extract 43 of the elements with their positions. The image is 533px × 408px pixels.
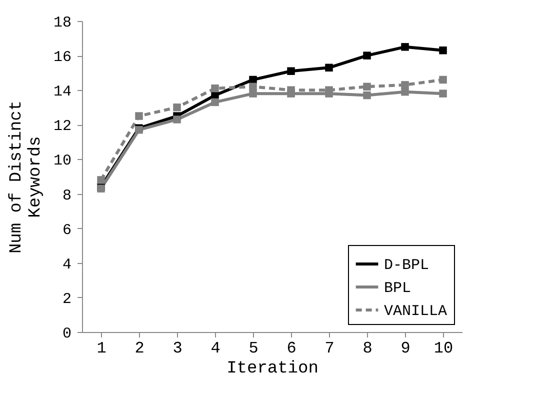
y-tick-label: 4 bbox=[62, 256, 72, 274]
x-tick-label: 8 bbox=[362, 340, 372, 358]
point bbox=[401, 81, 409, 89]
y-tick-label: 0 bbox=[62, 326, 72, 342]
x-tick-label: 1 bbox=[96, 340, 106, 358]
x-tick-label: 5 bbox=[248, 340, 258, 358]
y-tick-label: 8 bbox=[62, 187, 72, 204]
point bbox=[173, 104, 181, 112]
point bbox=[173, 116, 181, 124]
legend-label: BPL bbox=[384, 280, 412, 297]
y-tick-label: 2 bbox=[62, 290, 72, 308]
point bbox=[401, 43, 409, 51]
point bbox=[363, 52, 371, 60]
point bbox=[325, 64, 333, 72]
x-tick-label: 9 bbox=[400, 340, 410, 358]
x-tick-label: 2 bbox=[134, 340, 144, 358]
x-tick-label: 4 bbox=[210, 340, 220, 358]
legend-label: D-BPL bbox=[384, 257, 430, 274]
point bbox=[211, 98, 219, 106]
point bbox=[439, 46, 447, 54]
y-tick-label: 16 bbox=[53, 49, 72, 66]
y-tick-label: 10 bbox=[53, 152, 72, 170]
x-tick-label: 10 bbox=[434, 340, 454, 358]
point bbox=[249, 76, 257, 84]
x-axis-title: Iteration bbox=[226, 360, 318, 378]
legend-label: VANILLA bbox=[384, 303, 448, 320]
point bbox=[439, 90, 447, 98]
x-tick-label: 3 bbox=[172, 340, 182, 358]
point bbox=[211, 84, 219, 92]
y-tick-label: 6 bbox=[62, 222, 72, 239]
point bbox=[363, 82, 371, 91]
y-tick-label: 12 bbox=[53, 118, 72, 136]
point bbox=[363, 91, 371, 100]
x-tick-label: 7 bbox=[324, 340, 334, 358]
point bbox=[439, 76, 447, 84]
point bbox=[287, 67, 295, 75]
point bbox=[135, 112, 143, 120]
x-tick-label: 6 bbox=[286, 340, 296, 358]
y-axis-title: Num of Distinct Keywords bbox=[7, 100, 46, 254]
y-tick-label: 14 bbox=[53, 84, 72, 101]
point bbox=[249, 82, 257, 91]
point bbox=[97, 176, 105, 184]
y-tick-label: 18 bbox=[53, 14, 72, 32]
